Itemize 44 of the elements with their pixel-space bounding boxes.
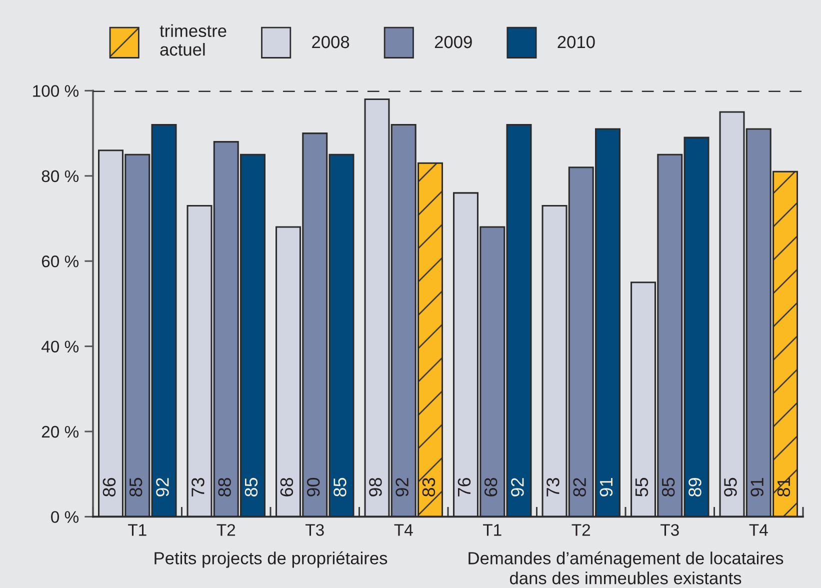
y-tick-label: 40 % [42,340,79,353]
y-tick-label: 20 % [42,426,79,438]
data-label: 89 [688,478,702,496]
x-tick-label: T4 [394,524,413,536]
data-label: 92 [156,478,169,496]
x-tick-label: T3 [306,524,324,536]
legend-label: trimestre actuel [160,24,226,56]
data-label: 68 [484,478,498,496]
data-label: 85 [662,478,675,496]
data-label: 95 [724,478,737,496]
text: Petits projects de propriétaires [154,551,388,568]
data-label: 92 [396,478,408,496]
data-label: 73 [546,478,560,496]
data-label: 83 [422,478,436,496]
data-label: 82 [573,478,586,496]
x-tick-label: T2 [572,524,590,536]
x-tick-label: T1 [128,524,146,536]
y-tick-label: 60 % [42,256,79,268]
data-label: 88 [218,478,231,496]
data-label: 98 [369,478,382,496]
legend-label: 2009 [434,36,472,48]
x-tick-label: T2 [216,524,236,536]
data-label: 85 [334,478,346,496]
x-tick-label: T4 [749,524,768,536]
data-label: 91 [600,478,613,496]
y-tick-label: 80 % [42,170,79,182]
data-label: 86 [102,478,116,496]
data-label: 81 [777,478,790,496]
x-tick-label: T3 [660,524,679,536]
data-label: 92 [511,478,524,496]
data-label: 91 [750,478,764,496]
data-label: 85 [244,478,258,496]
data-label: 73 [192,478,204,496]
data-label: 76 [458,478,471,496]
x-tick-label: T1 [483,524,502,536]
text: Demandes d’aménagement de locataires dans des immeubles existants [468,551,784,584]
data-label: 55 [635,478,648,497]
data-label: 85 [129,478,142,496]
y-tick-label: 0 % [51,511,79,523]
data-label: 90 [306,478,320,496]
y-tick-label: 100 % [33,85,79,97]
legend-label: 2010 [558,36,595,48]
data-label: 68 [280,478,294,496]
legend-label: 2008 [312,36,350,48]
